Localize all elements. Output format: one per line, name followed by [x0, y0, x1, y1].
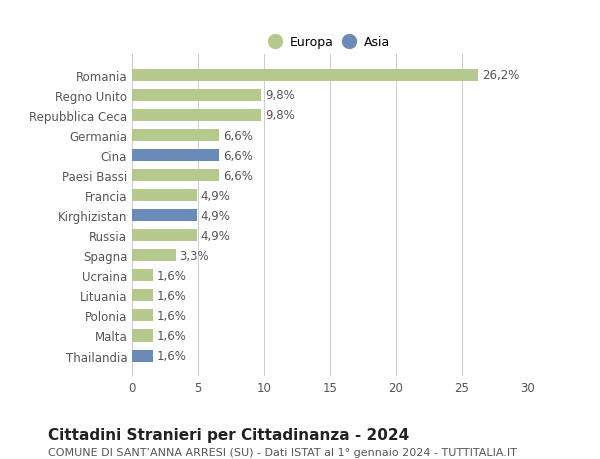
Text: 1,6%: 1,6% — [157, 269, 187, 282]
Text: 1,6%: 1,6% — [157, 309, 187, 322]
Bar — [132, 250, 176, 262]
Text: 1,6%: 1,6% — [157, 329, 187, 342]
Text: 6,6%: 6,6% — [223, 129, 253, 142]
Text: 3,3%: 3,3% — [179, 249, 209, 262]
Text: COMUNE DI SANT’ANNA ARRESI (SU) - Dati ISTAT al 1° gennaio 2024 - TUTTITALIA.IT: COMUNE DI SANT’ANNA ARRESI (SU) - Dati I… — [48, 448, 517, 458]
Bar — [132, 170, 219, 182]
Bar — [132, 330, 153, 342]
Text: 4,9%: 4,9% — [200, 229, 230, 242]
Bar — [132, 270, 153, 282]
Bar — [132, 130, 219, 142]
Bar — [132, 190, 197, 202]
Bar — [132, 110, 262, 122]
Text: 4,9%: 4,9% — [200, 189, 230, 202]
Text: 9,8%: 9,8% — [265, 89, 295, 102]
Bar — [132, 290, 153, 302]
Text: 1,6%: 1,6% — [157, 289, 187, 302]
Text: Cittadini Stranieri per Cittadinanza - 2024: Cittadini Stranieri per Cittadinanza - 2… — [48, 427, 409, 442]
Text: 6,6%: 6,6% — [223, 149, 253, 162]
Text: 9,8%: 9,8% — [265, 109, 295, 122]
Bar — [132, 150, 219, 162]
Bar — [132, 350, 153, 362]
Text: 6,6%: 6,6% — [223, 169, 253, 182]
Bar — [132, 70, 478, 82]
Text: 1,6%: 1,6% — [157, 349, 187, 362]
Legend: Europa, Asia: Europa, Asia — [266, 33, 394, 53]
Text: 26,2%: 26,2% — [482, 69, 519, 82]
Bar — [132, 230, 197, 242]
Bar — [132, 310, 153, 322]
Bar — [132, 210, 197, 222]
Text: 4,9%: 4,9% — [200, 209, 230, 222]
Bar — [132, 90, 262, 102]
